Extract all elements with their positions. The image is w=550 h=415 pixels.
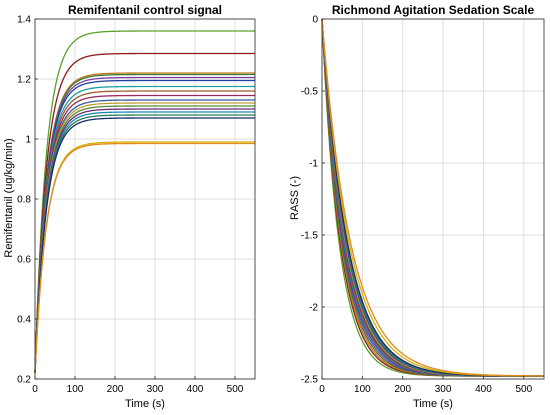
y-tick-label: -1 [309,159,318,170]
series-line [34,30,255,374]
series-line [34,114,255,374]
y-tick-label: 1.2 [17,75,31,86]
series-line [321,18,545,377]
y-tick-label: -0.5 [301,87,319,98]
series-group [321,18,545,377]
y-tick-label: -2 [309,303,318,314]
y-tick-label: 1.4 [17,15,31,26]
rass-chart: Richmond Agitation Sedation Scale Time (… [289,3,545,410]
series-line [34,102,255,374]
x-tick-label: 500 [227,384,244,395]
y-tick-label: -2.5 [301,375,319,386]
y-tick-label: 1 [25,135,31,146]
series-line [34,72,255,374]
series-line [34,85,255,374]
x-tick-label: 300 [435,384,452,395]
y-tick-label: 0 [312,15,318,26]
y-tick-label: 0.6 [17,255,31,266]
series-line [34,79,255,374]
x-tick-label: 100 [67,384,84,395]
x-tick-label: 400 [187,384,204,395]
y-axis-label: Remifentanil (ug/kg/min) [3,138,15,257]
chart-title: Richmond Agitation Sedation Scale [332,3,535,17]
tick-group: 0 100 200 300 400 500 0.2 0.4 0.6 0.8 1 1.2 1.4 [17,15,244,396]
series-line [34,99,255,374]
series-line [321,18,544,377]
series-line [34,105,255,374]
x-tick-label: 200 [394,384,411,395]
chart-title: Remifentanil control signal [68,3,222,17]
y-tick-label: 0.8 [17,195,31,206]
series-line [34,76,255,374]
y-tick-label: -1.5 [301,231,319,242]
series-line [34,111,255,374]
x-tick-label: 200 [107,384,124,395]
remifentanil-chart: Remifentanil control signal Time (s) Rem… [3,3,256,410]
x-tick-label: 400 [475,384,492,395]
y-axis-label: RASS (-) [289,176,301,220]
y-tick-label: 0.4 [17,315,31,326]
x-tick-label: 0 [319,384,325,395]
series-group [34,30,255,374]
y-tick-label: 0.2 [17,375,31,386]
x-axis-label: Time (s) [413,398,453,410]
tick-group: 0 100 200 300 400 500 -2.5 -2 -1.5 -1 -0.5 0 [301,15,533,396]
series-line [34,73,255,374]
x-tick-label: 0 [32,384,38,395]
x-axis-label: Time (s) [125,398,165,410]
series-line [34,108,255,374]
series-line [34,52,255,374]
series-line [34,117,255,374]
series-line [34,142,255,374]
series-line [34,94,255,374]
plot-frame [321,18,545,380]
x-tick-label: 300 [147,384,164,395]
series-line [34,90,255,374]
x-tick-label: 100 [354,384,371,395]
series-line [34,141,255,374]
x-tick-label: 500 [515,384,532,395]
